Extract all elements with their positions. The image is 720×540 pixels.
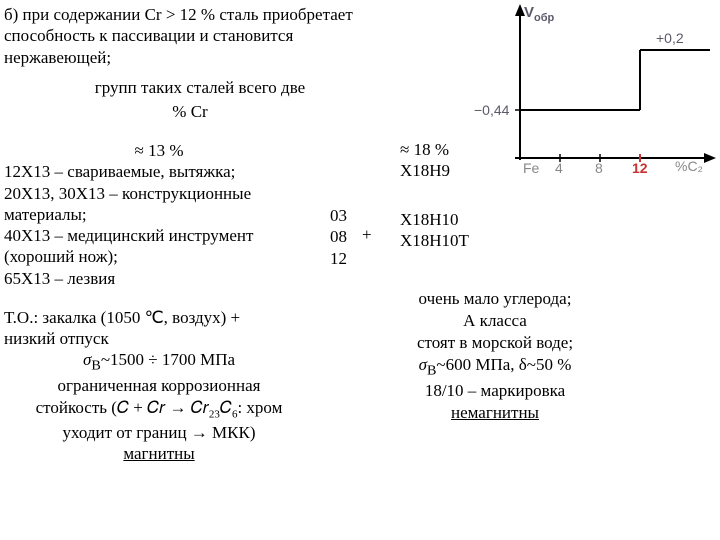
intro-l3: нержавеющей; (4, 47, 353, 68)
right-r1: Х18Н9 (400, 161, 450, 181)
left-r5: (хороший нож); (4, 246, 314, 267)
right-a2: Х18Н10Т (400, 230, 469, 251)
left-column: ≈ 13 % 12Х13 – свариваемые, вытяжка; 20Х… (4, 140, 314, 464)
left-sigma-line: σВ~1500 ÷ 1700 МПа (4, 349, 314, 375)
left-magn: магнитны (4, 443, 314, 464)
left-approx: ≈ 13 % (4, 140, 314, 161)
y-hi: +0,2 (656, 30, 684, 46)
chart: Vобр +0,2 −0,44 Fe 4 8 12 %С₂ (460, 0, 720, 180)
intro-text: б) при содержании Cr > 12 % сталь приобр… (4, 4, 353, 68)
right-d5: 18/10 – маркировка (370, 380, 620, 402)
left-r3: материалы; (4, 204, 314, 225)
groups-line: групп таких сталей всего две (80, 78, 320, 98)
sigma-rest: ~1500 ÷ 1700 МПа (101, 350, 235, 369)
left-corr2: стойкость (𝐶 + 𝐶𝑟 → 𝐶𝑟23𝐶6: хром (4, 397, 314, 422)
right-sigma-line: σВ~600 МПа, δ~50 % (370, 354, 620, 380)
right-d1: очень мало углерода; (370, 288, 620, 310)
x-4: 4 (555, 160, 563, 176)
right-p1: 03 (330, 205, 347, 226)
x-8: 8 (595, 160, 603, 176)
left-corr1: ограниченная коррозионная (4, 375, 314, 396)
cr-label: % Cr (150, 102, 230, 122)
x-arrow-icon (704, 153, 716, 163)
sigma-sub: В (91, 358, 100, 374)
left-r6: 65Х13 – лезвия (4, 268, 314, 289)
right-desc: очень мало углерода; А класса стоят в мо… (370, 288, 620, 424)
right-d3: стоят в морской воде; (370, 332, 620, 354)
chart-svg (460, 0, 720, 180)
right-a1: Х18Н10 (400, 209, 469, 230)
left-to1: Т.О.: закалка (1050 ℃, воздух) + (4, 307, 314, 328)
right-nonmag: немагнитны (370, 402, 620, 424)
intro-l1: б) при содержании Cr > 12 % сталь приобр… (4, 4, 353, 25)
intro-l2: способность к пассивации и становится (4, 25, 353, 46)
y-label: Vобр (524, 4, 554, 24)
left-to2: низкий отпуск (4, 328, 314, 349)
y-lo: −0,44 (474, 102, 509, 118)
left-corr3: уходит от границ → МКК) (4, 422, 314, 443)
right-p3: 12 (330, 248, 347, 269)
x-fe: Fe (523, 160, 539, 176)
right-p2: 08 (330, 226, 347, 247)
right-prefixes: 03 08 12 (330, 205, 347, 269)
left-r1: 12Х13 – свариваемые, вытяжка; (4, 161, 314, 182)
x-pct: %С₂ (675, 158, 703, 174)
left-r2: 20Х13, 30Х13 – конструкционные (4, 183, 314, 204)
x-12: 12 (632, 160, 648, 176)
right-d2: А класса (370, 310, 620, 332)
right-plus: + (362, 225, 372, 245)
left-r4: 40Х13 – медицинский инструмент (4, 225, 314, 246)
right-alloys: Х18Н10 Х18Н10Т (400, 209, 469, 252)
right-approx: ≈ 18 % (400, 140, 449, 160)
